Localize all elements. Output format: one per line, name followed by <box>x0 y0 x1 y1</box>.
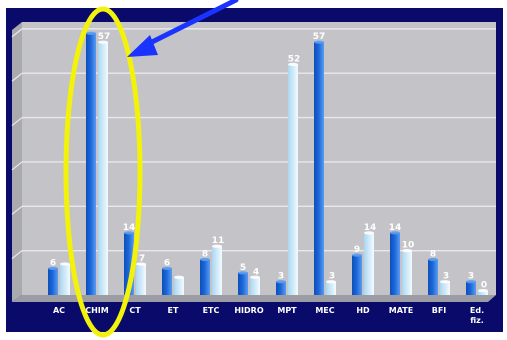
x-tick-label: ETC <box>203 306 220 315</box>
bar-series-1-ac <box>48 268 58 295</box>
data-label: 57 <box>98 32 111 42</box>
bar-cap <box>250 275 260 279</box>
bar-cap <box>200 257 210 262</box>
gridline-side <box>11 72 23 82</box>
gridline-side <box>11 161 23 171</box>
data-label: 3 <box>443 272 449 282</box>
bar-cap <box>288 62 298 66</box>
bar-cap <box>86 31 96 35</box>
x-tick-label: MATE <box>389 306 413 315</box>
bar-series-2-etc <box>212 246 222 295</box>
x-tick-label: BFI <box>432 306 447 315</box>
bar-series-1-ct <box>124 232 134 295</box>
bar-series-2-ct <box>136 263 146 295</box>
x-tick-label: HD <box>356 306 370 315</box>
plot-side-wall <box>12 22 22 302</box>
data-label: 3 <box>468 272 474 282</box>
data-label: 0 <box>481 281 487 291</box>
bar-series-2-hidro <box>250 277 260 295</box>
bar-series-2-ed-fiz <box>478 290 488 295</box>
bar-series-2-et <box>174 277 184 295</box>
bar-cap <box>402 249 412 253</box>
data-label: 7 <box>139 254 145 264</box>
bar-cap <box>212 244 222 248</box>
data-label: 8 <box>430 250 436 260</box>
bar-series-1-ed-fiz <box>466 281 476 295</box>
data-label: 6 <box>50 258 56 268</box>
bar-cap <box>48 266 58 270</box>
gridline-side <box>11 28 23 38</box>
data-label: 14 <box>364 223 377 233</box>
x-tick-label: CT <box>129 306 141 315</box>
bar-cap <box>174 275 184 279</box>
x-tick-label: Ed. <box>470 306 484 315</box>
x-tick-label: ET <box>168 306 179 315</box>
bar-series-1-hidro <box>238 272 248 295</box>
gridline-side <box>11 117 23 127</box>
bar-series-1-etc <box>200 259 210 295</box>
bar-cap <box>276 280 286 284</box>
gridline-side <box>11 250 23 260</box>
bar-cap <box>98 40 108 44</box>
bar-cap <box>326 280 336 284</box>
bar-cap <box>466 280 476 284</box>
bar-series-2-ac <box>60 263 70 295</box>
bar-cap <box>390 231 400 235</box>
bar-cap <box>314 40 324 44</box>
x-tick-label: fiz. <box>470 316 484 325</box>
bar-series-1-mec <box>314 42 324 296</box>
x-tick-label: MPT <box>277 306 297 315</box>
bar-cap <box>60 262 70 266</box>
bar-series-2-mec <box>326 281 336 295</box>
x-tick-label: AC <box>53 306 65 315</box>
bar-cap <box>136 262 146 266</box>
bar-series-2-mpt <box>288 64 298 296</box>
bar-series-2-bfi <box>440 281 450 295</box>
data-label: 11 <box>212 236 225 246</box>
bar-cap <box>124 231 134 235</box>
bar-series-2-mate <box>402 250 412 295</box>
data-label: 8 <box>202 250 208 260</box>
data-label: 14 <box>389 223 402 233</box>
highlight-ellipse <box>63 6 143 338</box>
bar-series-1-et <box>162 268 172 295</box>
data-label: 5 <box>240 263 246 273</box>
data-label: 10 <box>402 241 415 251</box>
bar-series-1-mate <box>390 232 400 295</box>
arrow-head <box>127 35 158 57</box>
bar-cap <box>364 231 374 235</box>
data-label: 6 <box>164 258 170 268</box>
bar-series-2-hd <box>364 232 374 295</box>
data-label: 3 <box>329 272 335 282</box>
gridline-side <box>11 205 23 215</box>
bar-series-1-mpt <box>276 281 286 295</box>
bar-cap <box>162 266 172 270</box>
bar-series-2-chim <box>98 42 108 296</box>
data-label: 52 <box>288 54 301 64</box>
plot-floor <box>12 295 496 302</box>
x-tick-label: CHIM <box>85 306 109 315</box>
data-label: 4 <box>253 267 259 277</box>
bar-cap <box>440 280 450 284</box>
data-label: 3 <box>278 272 284 282</box>
bar-series-1-bfi <box>428 259 438 295</box>
data-label: 14 <box>123 223 136 233</box>
data-label: 9 <box>354 245 360 255</box>
x-tick-label: HIDRO <box>234 306 263 315</box>
bar-cap <box>478 288 488 293</box>
bar-series-1-hd <box>352 255 362 295</box>
data-label: 57 <box>313 32 326 42</box>
bar-cap <box>352 253 362 257</box>
x-tick-label: MEC <box>315 306 334 315</box>
bar-cap <box>238 271 248 275</box>
bar-cap <box>428 257 438 262</box>
bar-series-1-chim <box>86 33 96 295</box>
arrow-shaft <box>139 0 239 50</box>
